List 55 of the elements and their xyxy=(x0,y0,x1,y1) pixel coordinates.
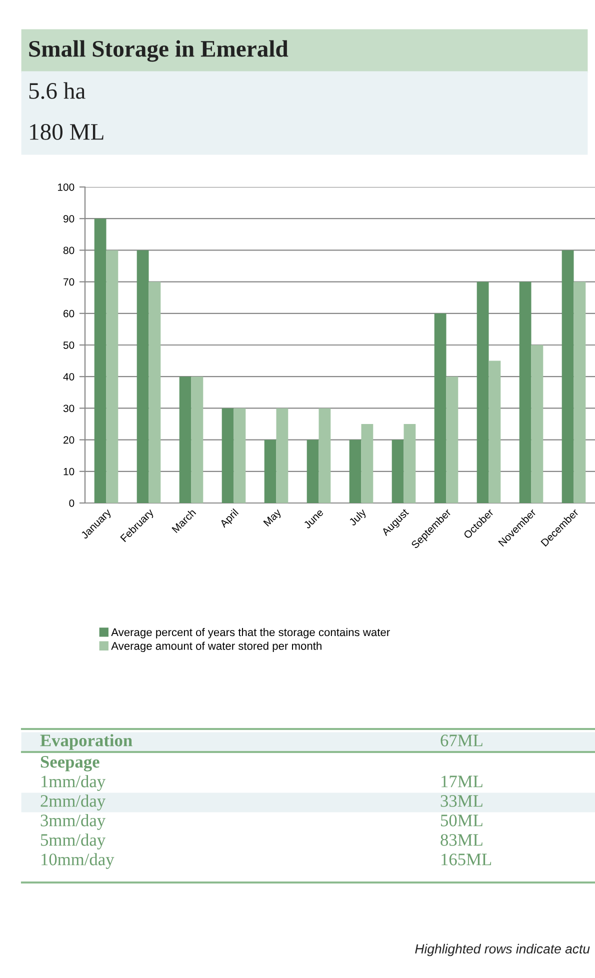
bar xyxy=(404,424,416,503)
text: 2mm/day xyxy=(40,794,106,810)
bar xyxy=(488,360,501,503)
y-tick-label: 40 xyxy=(63,373,74,380)
text: 5mm/day xyxy=(41,834,106,850)
text: 10mm/day xyxy=(42,853,114,869)
bar xyxy=(446,376,458,503)
bar xyxy=(106,250,118,503)
text: 83ML xyxy=(440,834,482,846)
text: 50ML xyxy=(441,814,482,826)
bar xyxy=(179,376,192,503)
bar xyxy=(392,440,404,503)
y-tick-label: 50 xyxy=(63,342,74,349)
text: Seepage xyxy=(40,756,100,772)
bar xyxy=(574,282,586,503)
text: 3mm/day xyxy=(40,814,106,830)
bar xyxy=(264,440,276,503)
bar xyxy=(276,408,288,503)
y-tick-label: 30 xyxy=(63,404,74,412)
chart-title: Small Storage in Emerald xyxy=(29,40,288,62)
x-tick-label: May xyxy=(263,508,284,528)
y-tick-label: 80 xyxy=(63,246,74,254)
text: 17ML xyxy=(442,776,482,788)
y-tick-label: 0 xyxy=(69,500,74,507)
bar xyxy=(136,250,149,503)
bar xyxy=(94,218,106,503)
bar xyxy=(234,408,246,503)
bar xyxy=(222,408,234,503)
bar xyxy=(191,376,204,503)
text: 33ML xyxy=(440,795,482,807)
legend-label: Average percent of years that the storage contains water xyxy=(111,628,390,638)
y-tick-label: 70 xyxy=(64,278,74,286)
bar xyxy=(361,424,374,503)
chart-subtitle: 5.6 ha 180 ML xyxy=(29,82,104,140)
y-tick-label: 100 xyxy=(58,184,74,191)
bar xyxy=(434,313,446,503)
y-tick-label: 60 xyxy=(64,310,74,318)
y-tick-label: 10 xyxy=(64,468,74,476)
y-tick-label: 90 xyxy=(63,215,74,222)
text: 1mm/day xyxy=(42,775,106,791)
legend-label: Average amount of water stored per month xyxy=(111,642,322,652)
bar xyxy=(531,345,544,503)
bar xyxy=(318,408,331,503)
bar xyxy=(349,440,362,503)
bar xyxy=(148,282,161,503)
text: Highlighted rows indicate actu xyxy=(415,944,590,956)
bar xyxy=(476,282,489,503)
y-tick-label: 20 xyxy=(64,436,74,444)
text: 67ML xyxy=(440,734,482,746)
text: 165ML xyxy=(442,854,492,866)
bar xyxy=(306,440,319,503)
bar xyxy=(562,250,574,503)
bar xyxy=(519,282,532,503)
x-tick-label: July xyxy=(348,508,368,528)
text: Evaporation xyxy=(40,734,132,750)
